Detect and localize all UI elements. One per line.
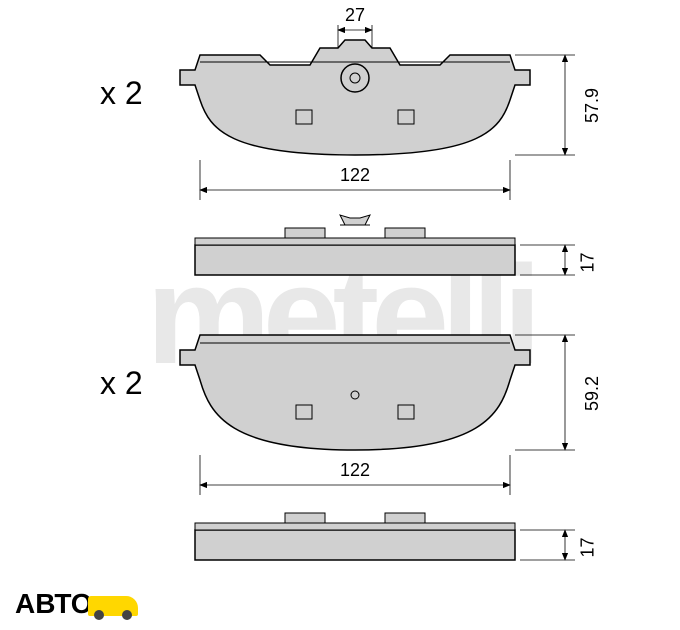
site-logo: АВТО bbox=[15, 588, 138, 620]
diagram-canvas: metelli bbox=[0, 0, 680, 630]
pad-b-front bbox=[180, 335, 575, 495]
dim-pad-a-width: 122 bbox=[340, 165, 370, 186]
dim-pad-b-width: 122 bbox=[340, 460, 370, 481]
dim-pad-a-height: 57.9 bbox=[582, 88, 603, 123]
dim-pad-b-thick: 17 bbox=[578, 537, 599, 557]
pad-a-front bbox=[180, 25, 575, 200]
dim-pad-b-height: 59.2 bbox=[582, 376, 603, 411]
logo-text: АВТО bbox=[15, 588, 93, 619]
pad-b-quantity: x 2 bbox=[100, 365, 143, 402]
pad-b-side bbox=[195, 513, 575, 560]
pad-a-side bbox=[195, 215, 575, 275]
dim-pad-a-notch: 27 bbox=[345, 5, 365, 26]
pad-a-quantity: x 2 bbox=[100, 75, 143, 112]
car-icon bbox=[88, 596, 138, 616]
dim-pad-a-thick: 17 bbox=[578, 252, 599, 272]
